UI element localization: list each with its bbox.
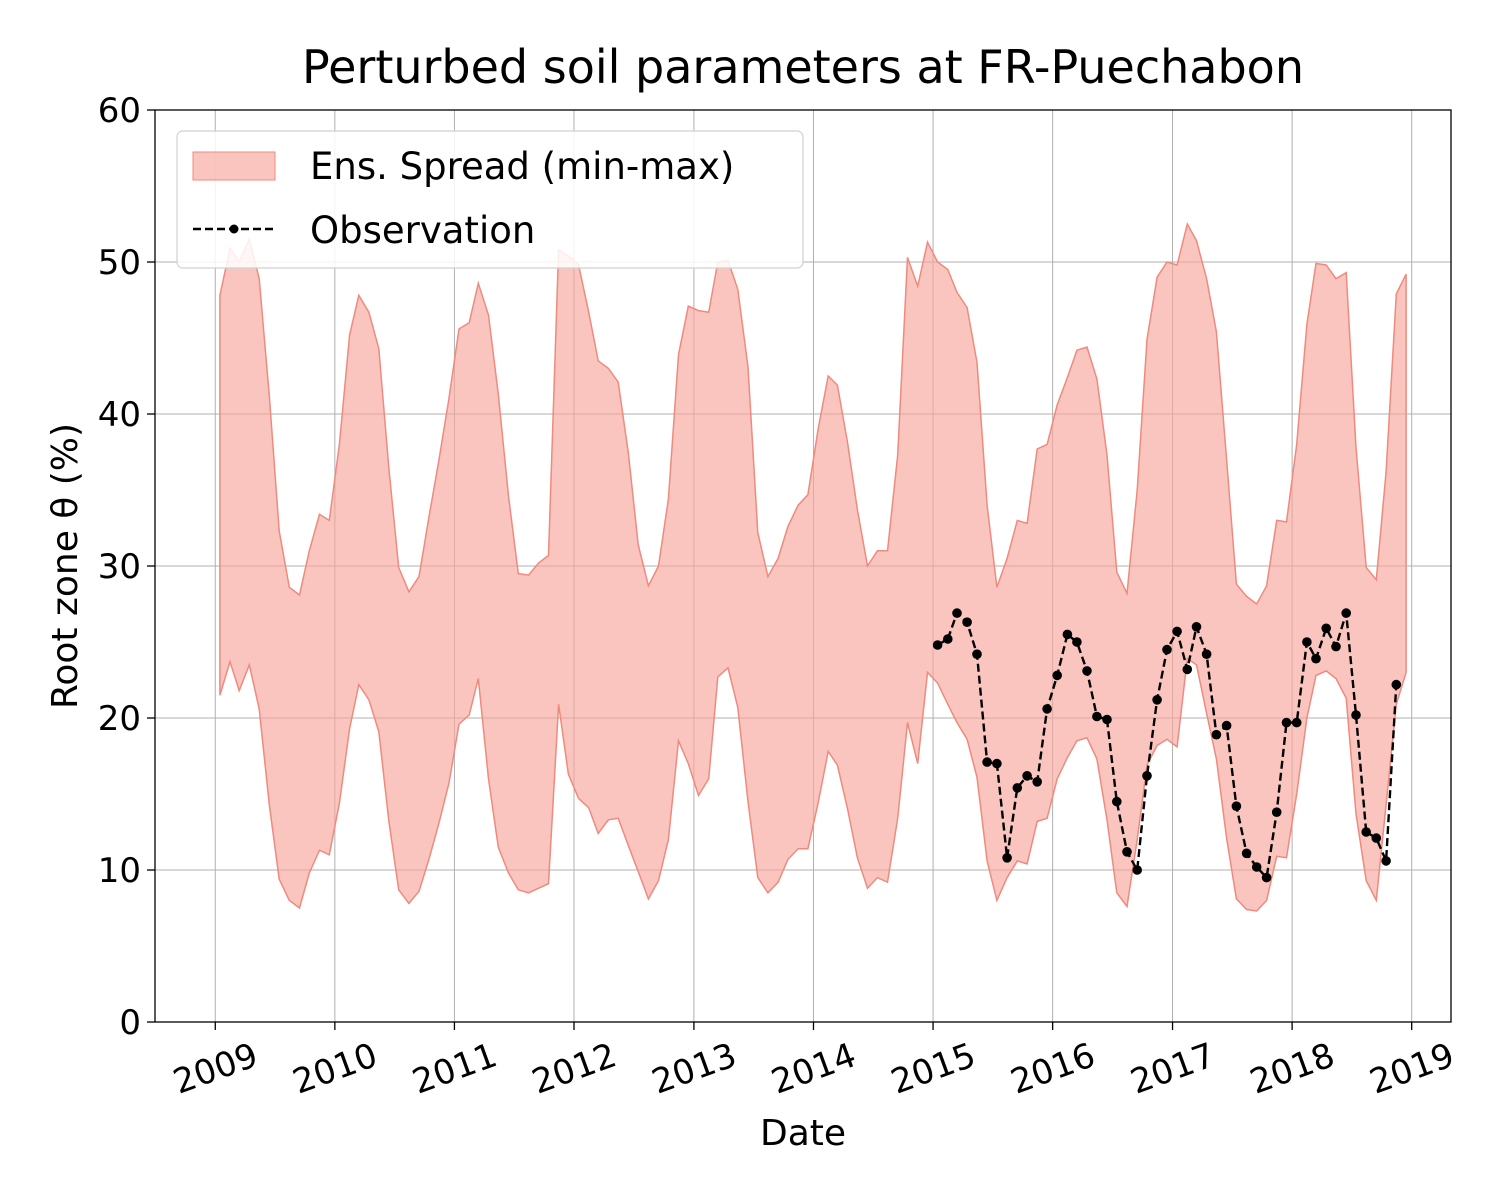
observation-point <box>1361 827 1371 837</box>
observation-point <box>952 608 962 618</box>
legend-label-spread: Ens. Spread (min-max) <box>310 145 734 188</box>
observation-point <box>1052 670 1062 681</box>
observation-point <box>1122 847 1132 857</box>
legend-swatch-spread <box>192 151 276 181</box>
legend-swatch-observation-marker <box>229 224 239 234</box>
observation-point <box>1082 666 1092 676</box>
observation-point <box>1241 848 1252 859</box>
y-tick-label: 20 <box>98 699 141 739</box>
observation-point <box>1102 714 1112 725</box>
y-tick-label: 30 <box>98 547 141 587</box>
observation-point <box>1231 801 1242 811</box>
observation-point <box>1072 637 1082 647</box>
observation-point <box>1331 641 1341 652</box>
observation-point <box>1291 717 1302 728</box>
observation-point <box>1112 796 1122 807</box>
observation-point <box>1092 711 1102 722</box>
observation-point <box>1172 626 1182 637</box>
observation-point <box>1062 629 1073 640</box>
observation-point <box>1391 679 1402 690</box>
observation-point <box>1381 856 1391 866</box>
observation-point <box>1002 853 1012 863</box>
observation-point <box>1162 644 1172 655</box>
observation-point <box>1211 729 1222 740</box>
observation-point <box>1022 771 1032 781</box>
observation-points <box>932 608 1402 883</box>
axis-ticks <box>147 109 1413 1030</box>
observation-point <box>972 649 982 659</box>
observation-point <box>1371 833 1382 843</box>
observation-point <box>943 634 953 644</box>
legend-box <box>176 130 804 269</box>
y-tick-label: 50 <box>98 243 141 283</box>
observation-point <box>1032 777 1042 787</box>
y-axis-label: Root zone θ (%) <box>45 423 86 709</box>
observation-point <box>1281 717 1292 728</box>
x-axis-label: Date <box>760 1113 846 1154</box>
observation-point <box>1271 807 1282 817</box>
observation-point <box>1341 608 1351 618</box>
observation-point <box>1142 771 1152 781</box>
observation-point <box>1012 783 1023 793</box>
observation-point <box>1132 865 1142 875</box>
y-tick-label: 0 <box>119 1003 141 1043</box>
observation-point <box>1302 637 1312 647</box>
y-tick-label: 40 <box>98 395 141 435</box>
y-tick-label: 10 <box>98 851 141 891</box>
observation-point <box>1152 695 1162 705</box>
observation-point <box>1351 710 1361 720</box>
observation-point <box>1201 649 1212 659</box>
observation-point <box>1191 622 1202 632</box>
observation-point <box>1261 872 1272 883</box>
observation-point <box>932 640 943 650</box>
observation-point <box>1221 720 1232 731</box>
chart-title: Perturbed soil parameters at FR-Puechabo… <box>302 40 1304 94</box>
legend: Ens. Spread (min-max) Observation <box>176 130 804 269</box>
observation-point <box>1321 623 1331 634</box>
observation-point <box>1311 653 1321 664</box>
y-tick-label: 60 <box>98 91 141 131</box>
observation-point <box>1042 704 1052 714</box>
observation-point <box>1251 862 1262 872</box>
legend-label-observation: Observation <box>310 209 535 252</box>
observation-point <box>982 757 992 767</box>
observation-point <box>1182 664 1193 675</box>
ensemble-spread-band <box>219 221 1407 912</box>
observation-point <box>962 617 972 627</box>
observation-point <box>992 758 1002 769</box>
